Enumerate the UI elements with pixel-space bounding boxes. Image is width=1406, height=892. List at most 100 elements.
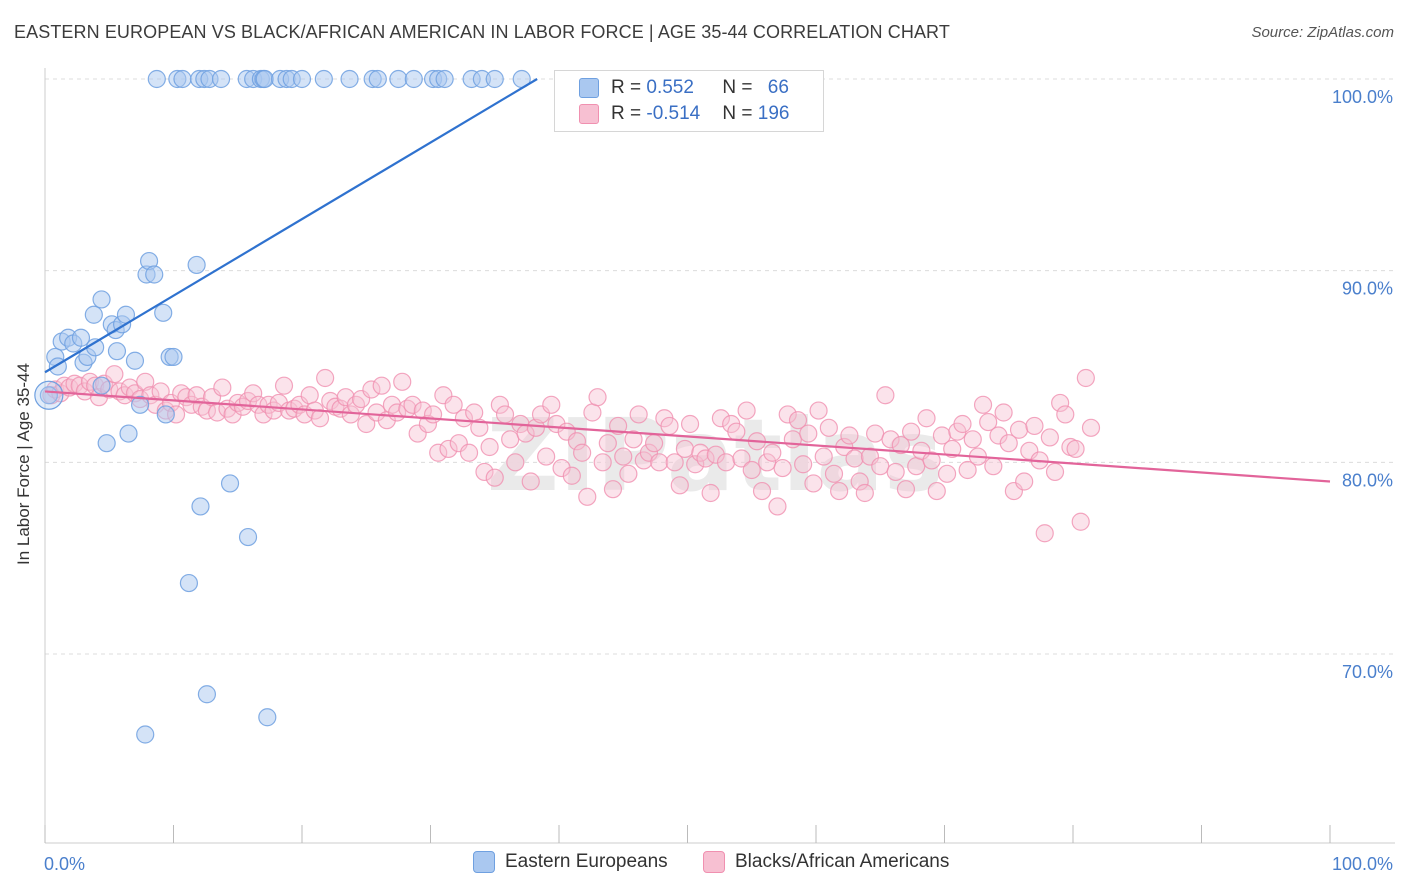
legend-r-label: R = bbox=[611, 77, 647, 98]
data-point-blacks-african-americans bbox=[403, 395, 422, 414]
data-point-blacks-african-americans bbox=[1081, 418, 1101, 437]
legend-swatch-blue bbox=[473, 851, 495, 873]
data-point-eastern-europeans bbox=[220, 474, 240, 493]
data-point-blacks-african-americans bbox=[989, 426, 1008, 445]
data-point-blacks-african-americans bbox=[593, 453, 612, 472]
legend-item-blacks-african-americans[interactable]: Blacks/African Americans bbox=[703, 851, 949, 873]
data-point-blacks-african-americans bbox=[506, 453, 525, 472]
data-point-blacks-african-americans bbox=[598, 434, 617, 453]
data-point-eastern-europeans bbox=[34, 380, 64, 410]
data-point-blacks-african-americans bbox=[316, 368, 335, 388]
data-point-eastern-europeans bbox=[125, 351, 145, 370]
data-point-blacks-african-americans bbox=[552, 458, 571, 478]
data-point-eastern-europeans bbox=[389, 69, 408, 89]
data-point-blacks-african-americans bbox=[742, 460, 761, 480]
x-tick-label: 0.0% bbox=[44, 854, 85, 874]
legend-n-label: N = bbox=[722, 77, 758, 98]
data-point-blacks-african-americans bbox=[809, 401, 828, 420]
data-point-blacks-african-americans bbox=[927, 481, 946, 501]
trend-line-blacks-african-americans bbox=[44, 390, 1331, 483]
data-point-blacks-african-americans bbox=[824, 464, 844, 483]
data-point-blacks-african-americans bbox=[588, 388, 607, 407]
data-point-blacks-african-americans bbox=[855, 483, 874, 503]
data-point-blacks-african-americans bbox=[187, 386, 206, 405]
data-point-blacks-african-americans bbox=[675, 439, 695, 459]
legend-swatch-pink bbox=[579, 104, 599, 124]
data-point-eastern-europeans bbox=[156, 405, 175, 424]
data-point-blacks-african-americans bbox=[1045, 462, 1065, 482]
data-point-blacks-african-americans bbox=[336, 388, 355, 407]
data-point-eastern-europeans bbox=[84, 305, 103, 324]
data-point-blacks-african-americans bbox=[1015, 472, 1034, 491]
data-point-blacks-african-americans bbox=[711, 409, 731, 428]
legend-label: Eastern Europeans bbox=[505, 851, 668, 872]
legend-r-value: 0.552 bbox=[646, 77, 694, 98]
data-point-blacks-african-americans bbox=[644, 434, 664, 453]
data-point-blacks-african-americans bbox=[357, 414, 376, 434]
data-point-blacks-african-americans bbox=[501, 430, 520, 449]
data-point-blacks-african-americans bbox=[1025, 416, 1044, 436]
data-point-eastern-europeans bbox=[107, 342, 127, 361]
data-point-blacks-african-americans bbox=[367, 403, 386, 422]
data-point-eastern-europeans bbox=[145, 265, 164, 284]
watermark: ZIPatlas bbox=[487, 397, 944, 514]
data-point-blacks-african-americans bbox=[418, 414, 438, 434]
data-point-blacks-african-americans bbox=[1009, 420, 1029, 439]
data-point-blacks-african-americans bbox=[788, 411, 808, 430]
data-point-blacks-african-americans bbox=[716, 453, 736, 472]
legend-item-eastern-europeans[interactable]: Eastern Europeans bbox=[473, 851, 668, 873]
data-point-eastern-europeans bbox=[92, 376, 111, 395]
data-point-blacks-african-americans bbox=[958, 460, 977, 480]
data-point-eastern-europeans bbox=[435, 69, 454, 89]
data-point-blacks-african-americans bbox=[300, 386, 319, 405]
data-point-blacks-african-americans bbox=[537, 447, 556, 466]
stats-legend: R = 0.552 N = 66 R = -0.514 N = 196 bbox=[554, 70, 824, 132]
data-point-eastern-europeans bbox=[136, 725, 155, 744]
data-point-blacks-african-americans bbox=[475, 462, 494, 482]
data-point-blacks-african-americans bbox=[984, 457, 1003, 476]
data-point-blacks-african-americans bbox=[470, 418, 489, 437]
data-point-eastern-europeans bbox=[197, 685, 217, 704]
data-point-blacks-african-americans bbox=[105, 365, 124, 384]
data-point-blacks-african-americans bbox=[1035, 524, 1054, 543]
data-point-blacks-african-americans bbox=[465, 403, 484, 422]
data-point-blacks-african-americans bbox=[619, 464, 638, 483]
data-point-blacks-african-americans bbox=[932, 426, 952, 445]
gridlines bbox=[45, 78, 1395, 655]
data-point-blacks-african-americans bbox=[578, 487, 597, 506]
legend-row-eastern-europeans: R = 0.552 N = 66 bbox=[579, 75, 789, 101]
data-point-eastern-europeans bbox=[187, 255, 206, 275]
data-point-blacks-african-americans bbox=[310, 409, 330, 428]
data-point-blacks-african-americans bbox=[213, 378, 232, 397]
data-point-blacks-african-americans bbox=[732, 449, 751, 468]
data-point-blacks-african-americans bbox=[670, 476, 689, 495]
data-point-blacks-african-americans bbox=[891, 435, 910, 455]
data-point-blacks-african-americans bbox=[609, 416, 628, 436]
data-point-blacks-african-americans bbox=[583, 403, 602, 422]
data-point-blacks-african-americans bbox=[542, 395, 561, 414]
data-point-blacks-african-americans bbox=[901, 422, 921, 441]
data-point-blacks-african-americans bbox=[686, 455, 705, 474]
data-point-blacks-african-americans bbox=[845, 449, 864, 468]
data-point-blacks-african-americans bbox=[773, 458, 792, 478]
data-point-blacks-african-americans bbox=[979, 412, 998, 432]
data-point-blacks-african-americans bbox=[614, 447, 633, 466]
legend-n-value: 196 bbox=[757, 103, 790, 124]
source-label: Source: ZipAtlas.com bbox=[1251, 24, 1394, 41]
data-point-eastern-europeans bbox=[368, 69, 387, 89]
data-point-blacks-african-americans bbox=[752, 481, 772, 501]
data-point-blacks-african-americans bbox=[886, 462, 905, 482]
watermark-text: ZIPatlas bbox=[487, 397, 944, 514]
data-point-blacks-african-americans bbox=[629, 405, 648, 424]
legend-row-blacks-african-americans: R = -0.514 N = 196 bbox=[579, 101, 789, 127]
data-point-blacks-african-americans bbox=[274, 376, 294, 395]
data-point-eastern-europeans bbox=[130, 395, 150, 414]
data-point-blacks-african-americans bbox=[799, 424, 818, 443]
data-point-blacks-african-americans bbox=[1076, 368, 1095, 388]
legend-r-label: R = bbox=[611, 103, 647, 124]
data-point-blacks-african-americans bbox=[495, 405, 515, 424]
data-point-blacks-african-americans bbox=[444, 395, 463, 414]
data-point-blacks-african-americans bbox=[727, 422, 746, 441]
data-point-blacks-african-americans bbox=[526, 418, 545, 437]
